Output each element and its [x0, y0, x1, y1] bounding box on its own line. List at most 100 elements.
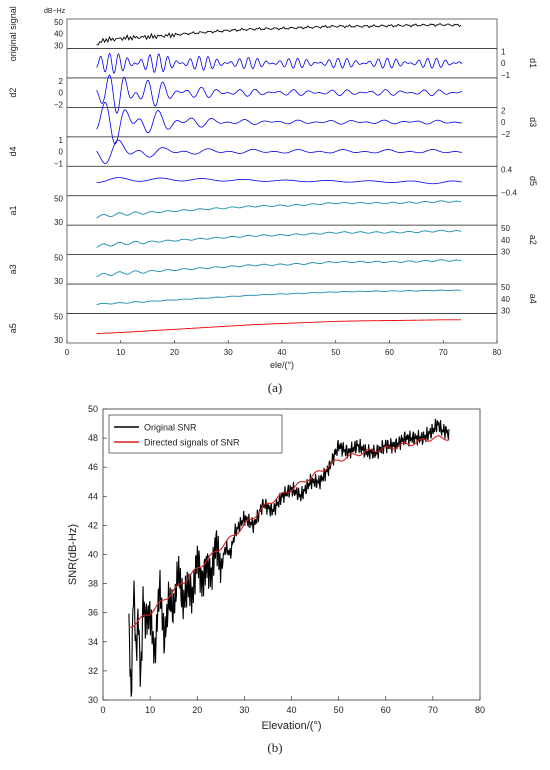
series-line-d4: [96, 139, 462, 164]
ytick-a4: 50: [501, 283, 510, 292]
series-line-a4: [96, 289, 462, 306]
ytick-a1: 30: [54, 218, 63, 227]
ytick-d5: −0.4: [501, 189, 517, 198]
ytick-label: 30: [88, 695, 98, 705]
xtick-label: 80: [493, 348, 502, 357]
xtick-label: 80: [475, 705, 485, 715]
xtick-label: 10: [145, 705, 155, 715]
panel-frame: [66, 195, 498, 226]
series-line-a1: [96, 200, 462, 219]
panel-d4: −1 0 1 d4: [8, 136, 498, 168]
ytick-a2: 30: [501, 248, 510, 257]
caption-b: (b): [267, 740, 282, 755]
series-line-d3: [96, 101, 462, 145]
ytick-d2: 0: [59, 89, 64, 98]
y-axis-label: SNR(dB-Hz): [67, 524, 79, 585]
panel-frame: [66, 165, 498, 197]
xtick-label: 50: [334, 705, 344, 715]
panel-frame: [66, 224, 498, 255]
panel-d1: −1 0 1 d1: [66, 47, 538, 80]
ytick-d4: 0: [59, 148, 64, 157]
xtick-label: 10: [116, 348, 125, 357]
panel-label-a3: a3: [8, 264, 18, 274]
xtick-label: 50: [331, 348, 340, 357]
panel-label-a1: a1: [8, 205, 18, 215]
ytick-d2: 2: [59, 77, 64, 86]
ytick-d4: −1: [54, 159, 64, 168]
panel-d3: −2 0 2 d3: [66, 101, 538, 145]
panel-label-original-signal: original signal: [8, 6, 18, 61]
xtick-label: 70: [428, 705, 438, 715]
ytick-a3: 30: [54, 277, 63, 286]
ytick-d1: 1: [501, 47, 506, 56]
ytick-a5: 50: [54, 313, 63, 322]
panel-a3: 30 50 a3: [8, 254, 498, 286]
xtick-label: 0: [100, 705, 105, 715]
ytick-d3: −2: [501, 130, 511, 139]
panel-frame: [66, 254, 498, 285]
series-line-d2: [96, 74, 462, 114]
ytick-label: 38: [88, 579, 98, 589]
unit-label: dB−Hz: [44, 8, 66, 15]
ytick-label: 44: [88, 491, 98, 501]
ytick-d1: 0: [501, 59, 506, 68]
panel-frame: [66, 313, 498, 344]
ytick-label: 34: [88, 637, 98, 647]
panel-a2: 30 40 50 a2: [66, 224, 538, 257]
xtick-label: 70: [439, 348, 448, 357]
panel-label-a4: a4: [528, 294, 538, 304]
legend-label: Original SNR: [144, 423, 197, 433]
series-line-directed-snr: [128, 435, 450, 628]
x-axis-label: ele/(°): [270, 360, 294, 370]
panel-label-d2: d2: [8, 88, 18, 98]
panel-a5: 30 50 a5: [8, 313, 498, 345]
ytick-label: 50: [88, 404, 98, 414]
ytick-d5: 0.4: [501, 165, 513, 174]
chart-b-snr: 0 10 20 30 40 50 60 70 80 30 32 34 36 38 40 42 44 46 48 50 E…: [67, 404, 485, 732]
legend: Original SNR Directed signals of SNR: [108, 414, 283, 454]
panel-label-a5: a5: [8, 323, 18, 333]
panel-label-d4: d4: [8, 147, 18, 157]
xtick-label: 40: [286, 705, 296, 715]
ytick-a2: 50: [501, 224, 510, 233]
panel-label-d1: d1: [528, 58, 538, 68]
series-line-a2: [96, 229, 462, 248]
ytick-original signal: 30: [54, 41, 63, 50]
x-axis-label: Elevation/(°): [261, 720, 321, 732]
xtick-label: 20: [192, 705, 202, 715]
ytick-label: 42: [88, 520, 98, 530]
panel-original-signal: 30 40 50 original signal: [8, 6, 498, 61]
ytick-d1: −1: [501, 71, 511, 80]
xtick-label: 30: [224, 348, 233, 357]
xtick-label: 40: [278, 348, 287, 357]
series-line-a3: [96, 259, 462, 278]
ytick-a2: 40: [501, 236, 510, 245]
panel-frame: [66, 136, 498, 167]
ytick-d3: 2: [501, 106, 506, 115]
chart-a-decomposition: dB−Hz 30 40 50 original signal −1 0 1 d1 −2 0 2 d2 −2…: [8, 6, 538, 370]
ytick-d4: 1: [59, 136, 64, 145]
xtick-label: 60: [385, 348, 394, 357]
panel-d5: −0.4 0.4 d5: [66, 165, 538, 198]
panel-frame: [66, 283, 498, 314]
panel-label-d3: d3: [528, 117, 538, 127]
panel-a4: 30 40 50 a4: [66, 283, 538, 316]
legend-label: Directed signals of SNR: [144, 438, 240, 448]
panel-label-a2: a2: [528, 235, 538, 245]
ytick-label: 48: [88, 433, 98, 443]
series-line-a5: [96, 319, 461, 335]
xtick-label: 60: [381, 705, 391, 715]
ytick-original signal: 40: [54, 30, 63, 39]
ytick-a5: 30: [54, 336, 63, 345]
series-line-original-signal: [96, 22, 462, 46]
ytick-label: 36: [88, 608, 98, 618]
ytick-a3: 50: [54, 254, 63, 263]
xtick-label: 0: [65, 348, 70, 357]
xtick-label: 30: [239, 705, 249, 715]
panel-a1: 30 50 a1: [8, 195, 498, 227]
ytick-a4: 30: [501, 307, 510, 316]
ytick-label: 46: [88, 462, 98, 472]
ytick-d3: 0: [501, 118, 506, 127]
ytick-original signal: 50: [54, 18, 63, 27]
